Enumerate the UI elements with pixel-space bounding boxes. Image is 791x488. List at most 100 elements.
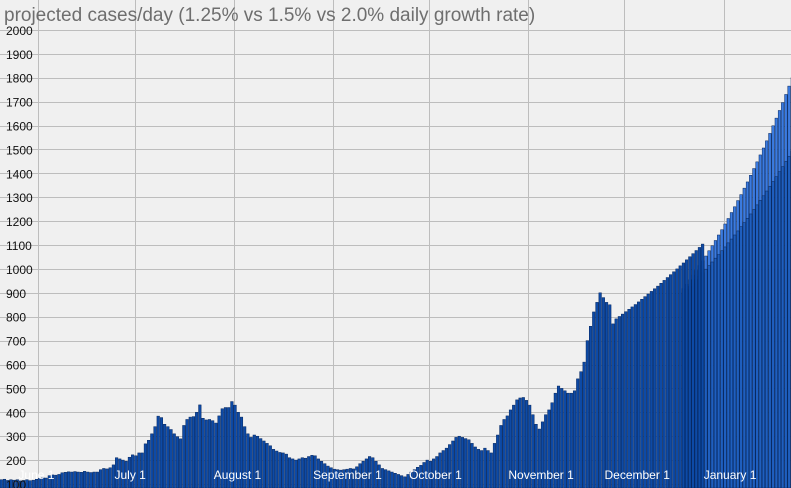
bar-206 bbox=[659, 283, 663, 488]
bar-189 bbox=[605, 302, 609, 488]
bar-129 bbox=[412, 469, 416, 488]
y-tick-label-9: 1000 bbox=[6, 263, 33, 277]
bar-94 bbox=[300, 457, 304, 488]
bar-19 bbox=[60, 472, 64, 488]
bar-52 bbox=[166, 426, 170, 488]
bar-141 bbox=[451, 440, 455, 488]
bar-84 bbox=[268, 445, 272, 488]
bar-proj15-24 bbox=[758, 200, 762, 488]
bar-118 bbox=[377, 464, 381, 488]
bar-158 bbox=[505, 415, 509, 488]
bar-148 bbox=[473, 446, 477, 488]
bar-35 bbox=[111, 464, 115, 488]
bar-proj15-18 bbox=[739, 226, 743, 488]
bar-77 bbox=[246, 433, 250, 488]
x-tick-label-7: January 1 bbox=[704, 468, 757, 482]
bar-proj15-26 bbox=[765, 190, 769, 488]
bar-17 bbox=[54, 474, 58, 488]
bar-38 bbox=[121, 459, 125, 488]
bar-92 bbox=[294, 459, 298, 488]
bar-151 bbox=[483, 447, 487, 488]
x-tick-label-1: July 1 bbox=[115, 468, 147, 482]
bar-156 bbox=[499, 425, 503, 488]
bar-153 bbox=[489, 452, 493, 488]
bar-105 bbox=[336, 469, 340, 488]
bar-55 bbox=[175, 436, 179, 488]
bar-218 bbox=[697, 247, 701, 488]
bar-161 bbox=[515, 399, 519, 488]
bar-45 bbox=[143, 443, 147, 488]
bar-133 bbox=[425, 459, 429, 488]
bar-162 bbox=[518, 397, 522, 488]
bar-138 bbox=[441, 450, 445, 488]
x-axis-ticks: June 1 July 1 August 1 September 1 October 1… bbox=[18, 468, 756, 482]
bar-154 bbox=[492, 443, 497, 488]
bar-99 bbox=[316, 458, 320, 488]
bar-68 bbox=[217, 415, 221, 488]
bar-212 bbox=[678, 265, 682, 488]
bar-172 bbox=[550, 402, 554, 488]
bar-proj15-29 bbox=[774, 176, 778, 488]
bar-204 bbox=[653, 288, 657, 488]
bar-192 bbox=[614, 318, 618, 488]
bar-21 bbox=[67, 471, 71, 488]
bar-proj15-17 bbox=[736, 230, 740, 488]
bar-91 bbox=[291, 458, 295, 488]
bar-27 bbox=[86, 471, 90, 488]
bar-51 bbox=[163, 424, 167, 488]
bar-107 bbox=[342, 469, 346, 488]
bar-110 bbox=[352, 468, 356, 488]
bar-40 bbox=[127, 456, 131, 488]
bar-proj15-11 bbox=[717, 254, 721, 488]
bar-101 bbox=[323, 463, 327, 488]
bar-53 bbox=[169, 429, 173, 488]
bar-11 bbox=[34, 478, 39, 488]
bar-186 bbox=[595, 302, 599, 488]
bar-64 bbox=[204, 419, 208, 488]
x-tick-label-3: September 1 bbox=[313, 468, 382, 482]
bar-28 bbox=[89, 472, 93, 488]
bar-199 bbox=[637, 301, 641, 488]
y-tick-label-3: 400 bbox=[6, 406, 26, 420]
bar-87 bbox=[278, 452, 282, 488]
y-tick-label-10: 1100 bbox=[6, 239, 32, 253]
bar-46 bbox=[147, 440, 151, 488]
bar-170 bbox=[544, 414, 548, 488]
bar-126 bbox=[403, 476, 407, 488]
bar-150 bbox=[480, 450, 484, 488]
bar-34 bbox=[108, 467, 112, 488]
bar-3 bbox=[9, 479, 13, 488]
bar-219 bbox=[701, 243, 705, 488]
x-tick-label-2: August 1 bbox=[214, 468, 262, 482]
bar-proj15-33 bbox=[787, 156, 791, 488]
bar-13 bbox=[41, 477, 45, 488]
bar-173 bbox=[553, 392, 557, 488]
bar-180 bbox=[576, 378, 580, 488]
x-tick-label-6: December 1 bbox=[605, 468, 671, 482]
y-tick-label-8: 900 bbox=[6, 287, 26, 301]
bars-1-25 bbox=[0, 243, 705, 488]
y-tick-label-5: 600 bbox=[6, 359, 26, 373]
bar-96 bbox=[307, 456, 311, 488]
bar-proj15-22 bbox=[752, 209, 756, 488]
bar-216 bbox=[691, 253, 695, 488]
bar-155 bbox=[496, 434, 500, 488]
bar-47 bbox=[150, 433, 154, 488]
bar-31 bbox=[99, 469, 103, 488]
bar-83 bbox=[265, 443, 269, 488]
bar-167 bbox=[534, 424, 538, 488]
y-axis-ticks: 100 200 300 400 500 600 700 800 900 1000 1100 1200 1… bbox=[6, 24, 33, 488]
bar-210 bbox=[672, 271, 676, 488]
bar-119 bbox=[380, 468, 384, 488]
bar-58 bbox=[185, 419, 189, 488]
bar-166 bbox=[531, 414, 535, 488]
bar-149 bbox=[476, 449, 481, 488]
bar-69 bbox=[220, 408, 224, 488]
chart-title: projected cases/day (1.25% vs 1.5% vs 2.… bbox=[4, 5, 536, 26]
bar-59 bbox=[188, 416, 192, 488]
bar-205 bbox=[656, 285, 660, 488]
bar-109 bbox=[348, 468, 352, 488]
bar-165 bbox=[528, 404, 532, 488]
bar-20 bbox=[63, 472, 67, 488]
bar-201 bbox=[643, 296, 647, 488]
